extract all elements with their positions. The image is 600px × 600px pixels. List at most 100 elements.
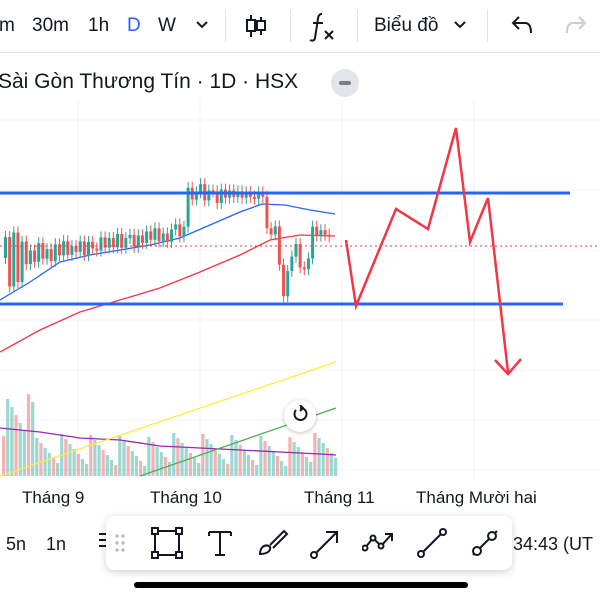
volume-bar (18, 423, 22, 476)
volume-bar (238, 445, 242, 476)
candle-body (261, 192, 265, 197)
candle-body (269, 228, 273, 235)
date-range-icon[interactable] (98, 532, 108, 559)
volume-bar (76, 454, 80, 476)
ray-tool-icon[interactable] (468, 526, 502, 560)
candle-body (120, 233, 124, 248)
toolbar-divider (290, 10, 291, 42)
candle-body (145, 231, 149, 243)
candle-body (66, 241, 70, 255)
volume-bar (122, 441, 126, 476)
candle-body (8, 237, 12, 287)
text-tool-icon[interactable] (203, 526, 237, 560)
line-tool-icon[interactable] (415, 526, 449, 560)
range-1d-button[interactable]: 1n (46, 534, 67, 554)
interval-day[interactable]: D (127, 15, 141, 36)
volume-bar (317, 438, 321, 476)
path-tool-icon[interactable] (361, 526, 396, 560)
candle-body (294, 244, 298, 257)
volume-bar (172, 433, 176, 476)
volume-bar (234, 440, 238, 476)
candle-body (140, 235, 144, 243)
interval-week[interactable]: W (158, 15, 176, 36)
volume-bar (93, 440, 97, 476)
volume-bar (105, 455, 109, 476)
top-toolbar: m 30m 1h D W Biểu đồ (0, 0, 600, 53)
candle-body (199, 184, 203, 193)
range-5d-button[interactable]: 5n (6, 534, 27, 554)
candle-body (194, 192, 198, 200)
candle-body (286, 271, 290, 297)
volume-bar (313, 433, 317, 476)
candle-body (99, 237, 103, 251)
candle-body (78, 241, 82, 252)
interval-30m[interactable]: 30m (32, 15, 69, 36)
volume-bar (325, 448, 329, 476)
volume-bar (251, 460, 255, 476)
candle-body (33, 250, 37, 262)
candle-body (70, 246, 74, 255)
volume-bar (259, 436, 263, 476)
candle-body (132, 234, 136, 247)
volume-bar (22, 431, 26, 476)
volume-bar (2, 436, 6, 476)
candle-body (91, 241, 95, 249)
volume-bar (226, 464, 230, 476)
volume-bar (217, 454, 221, 476)
candle-body (207, 190, 211, 201)
volume-bar (284, 466, 288, 476)
candle-body (4, 237, 7, 258)
interval-dropdown-chevron-icon[interactable] (194, 13, 210, 41)
candle-body (244, 192, 248, 198)
volume-bar (126, 446, 130, 476)
volume-bar (292, 442, 296, 476)
volume-bar (151, 442, 155, 476)
volume-bar (192, 458, 197, 476)
volume-bar (130, 451, 134, 476)
volume-bar (205, 439, 209, 476)
volume-bar (246, 455, 251, 476)
candle-body (49, 249, 53, 262)
chart-type-label[interactable]: Biểu đồ (374, 15, 439, 36)
volume-bar (271, 451, 275, 476)
volume-bar (35, 438, 39, 476)
candle-body (298, 244, 302, 268)
brush-tool-icon[interactable] (256, 526, 290, 560)
interval-minute[interactable]: m (0, 15, 15, 36)
candle-body (302, 267, 306, 270)
volume-bar (168, 462, 172, 476)
chart-type-chevron-icon[interactable] (452, 13, 468, 41)
x-axis-label-oct: Tháng 10 (150, 488, 222, 507)
volume-bar (275, 456, 280, 476)
volume-bar (89, 435, 93, 476)
volume-bar (31, 402, 35, 476)
volume-bar (80, 459, 85, 476)
candle-body (87, 241, 90, 256)
candlestick-icon[interactable] (243, 13, 269, 48)
volume-bar (72, 449, 76, 476)
arrow-tool-icon[interactable] (309, 526, 343, 560)
volume-bar (51, 458, 55, 476)
volume-bar (188, 453, 192, 476)
undo-icon[interactable] (510, 14, 534, 45)
drag-handle-icon[interactable] (114, 533, 126, 558)
volume-bar (304, 457, 309, 476)
redo-icon[interactable] (564, 14, 588, 45)
volume-bar (47, 453, 51, 476)
candle-body (136, 235, 140, 247)
interval-1h[interactable]: 1h (88, 15, 110, 36)
candle-body (41, 243, 45, 259)
x-axis-label-nov: Tháng 11 (304, 488, 375, 507)
reset-chart-button[interactable] (284, 400, 316, 432)
collapse-legend-button[interactable] (331, 69, 359, 97)
volume-bar (43, 448, 47, 476)
candle-body (20, 241, 24, 282)
volume-bar (213, 449, 217, 476)
indicators-fx-icon[interactable] (308, 12, 336, 51)
candle-body (165, 233, 169, 242)
volume-bar (101, 450, 105, 476)
rectangle-tool-icon[interactable] (150, 526, 184, 560)
volume-bar (201, 434, 205, 476)
volume-bar (26, 394, 31, 476)
